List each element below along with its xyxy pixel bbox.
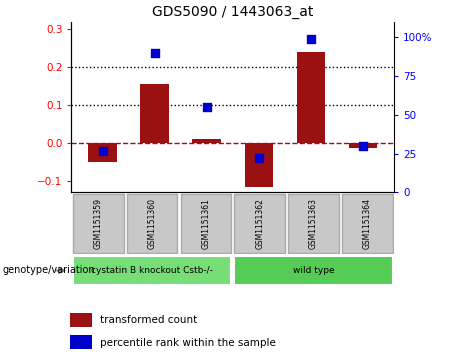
Bar: [234, 193, 285, 253]
Bar: [193, 139, 221, 143]
Point: [255, 155, 262, 161]
Text: GSM1151362: GSM1151362: [255, 198, 264, 249]
Bar: [234, 256, 392, 285]
Bar: [70, 313, 92, 327]
Bar: [73, 256, 231, 285]
Text: genotype/variation: genotype/variation: [2, 265, 95, 276]
Bar: [181, 193, 231, 253]
Title: GDS5090 / 1443063_at: GDS5090 / 1443063_at: [152, 5, 313, 19]
Bar: [141, 84, 169, 143]
Point: [151, 50, 159, 56]
Bar: [296, 52, 325, 143]
Bar: [89, 143, 117, 162]
Text: wild type: wild type: [293, 266, 334, 275]
Text: GSM1151361: GSM1151361: [201, 198, 210, 249]
Point: [203, 104, 211, 110]
Text: GSM1151360: GSM1151360: [148, 198, 157, 249]
Text: transformed count: transformed count: [100, 315, 197, 325]
Bar: [244, 143, 273, 187]
Bar: [127, 193, 177, 253]
Bar: [349, 143, 377, 148]
Point: [99, 148, 106, 154]
Text: percentile rank within the sample: percentile rank within the sample: [100, 338, 276, 348]
Point: [307, 36, 314, 42]
Bar: [342, 193, 392, 253]
Point: [359, 143, 366, 149]
Bar: [70, 335, 92, 349]
Text: GSM1151359: GSM1151359: [94, 198, 103, 249]
Text: GSM1151363: GSM1151363: [309, 198, 318, 249]
Bar: [288, 193, 339, 253]
Text: cystatin B knockout Cstb-/-: cystatin B knockout Cstb-/-: [91, 266, 213, 275]
Bar: [73, 193, 124, 253]
Text: GSM1151364: GSM1151364: [363, 198, 372, 249]
